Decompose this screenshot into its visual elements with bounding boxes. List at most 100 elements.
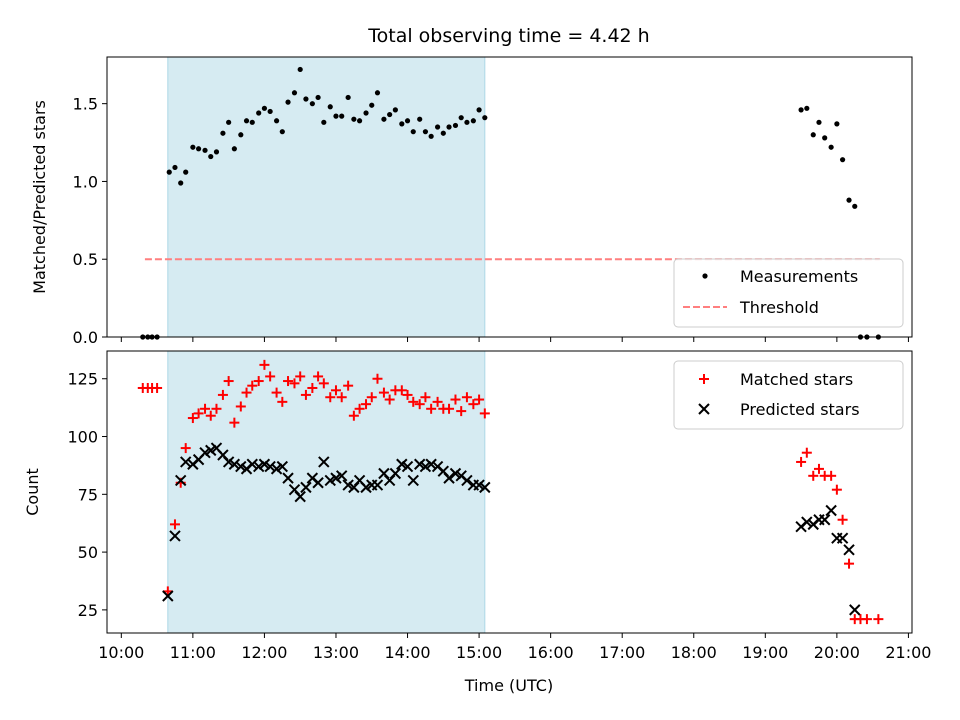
matched-star-point (873, 614, 884, 625)
x-tick-label: 12:00 (241, 643, 287, 662)
matched-star-point (211, 403, 222, 414)
matched-star-point (193, 408, 204, 419)
matched-star-point (253, 376, 264, 387)
measurement-point (476, 107, 482, 113)
measurement-point (434, 124, 441, 130)
matched-star-point (259, 359, 270, 370)
top-plot-frame (106, 56, 913, 338)
measurement-point (464, 119, 470, 125)
y-tick-label: 1.0 (73, 172, 98, 191)
matched-star-point (474, 394, 485, 405)
measurement-point (458, 115, 464, 121)
legend-matched-marker (699, 374, 709, 384)
matched-star-point (402, 389, 413, 400)
y-tick-label: 25 (78, 601, 98, 620)
bottom-y-axis-label: Count (23, 468, 42, 516)
matched-star-point (479, 408, 490, 419)
matched-star-point (861, 614, 872, 625)
measurement-point (399, 121, 405, 127)
measurement-point (381, 116, 387, 122)
predicted-star-point (849, 604, 861, 616)
matched-star-point (837, 514, 848, 525)
matched-star-point (235, 401, 246, 412)
predicted-star-point (180, 456, 192, 468)
measurement-point (172, 164, 178, 171)
measurement-point (852, 203, 858, 209)
measurement-point (327, 104, 333, 110)
measurement-point (321, 119, 327, 125)
measurement-point (261, 105, 268, 111)
predicted-star-point (282, 472, 294, 484)
bottom-series-layer (137, 359, 884, 625)
measurement-point (387, 111, 393, 118)
predicted-star-point (479, 481, 491, 494)
measurement-point (243, 118, 250, 124)
measurement-point (256, 110, 262, 116)
measurement-point (404, 118, 411, 124)
x-tick-label: 19:00 (742, 643, 788, 662)
matched-star-point (384, 394, 395, 405)
measurement-point (190, 144, 196, 150)
measurement-point (452, 122, 459, 129)
predicted-star-point (169, 530, 181, 542)
measurement-point (195, 146, 202, 152)
predicted-star-point (836, 532, 849, 544)
legend-measurements-marker (702, 273, 708, 279)
measurement-point (183, 169, 189, 175)
measurement-point (238, 132, 244, 138)
matched-star-point (372, 373, 383, 384)
top-x-ticks (120, 337, 909, 342)
measurement-point (315, 94, 321, 101)
matched-star-point (318, 378, 329, 389)
bottom-y-axis: 25 50 75 100 125 (67, 370, 107, 620)
predicted-star-point (264, 460, 276, 473)
matched-star-point (796, 456, 807, 467)
x-tick-label: 11:00 (170, 643, 216, 662)
matched-star-point (169, 519, 180, 530)
top-y-axis-label: Matched/Predicted stars (30, 100, 49, 294)
matched-star-point (265, 371, 276, 382)
matched-star-point (378, 387, 389, 398)
y-tick-label: 50 (78, 543, 98, 562)
matched-star-point (808, 470, 819, 481)
predicted-star-point (162, 590, 174, 602)
top-legend: Measurements Threshold (673, 258, 904, 328)
predicted-star-point (389, 467, 402, 480)
x-tick-label: 17:00 (599, 643, 645, 662)
measurement-point (482, 115, 488, 121)
matched-star-point (343, 380, 354, 391)
matched-star-point (277, 396, 288, 407)
matched-star-point (289, 378, 300, 389)
top-y-axis: 0.0 0.5 1.0 1.5 (73, 95, 107, 347)
measurement-point (231, 146, 237, 152)
matched-star-point (217, 389, 228, 400)
bottom-x-axis: 10:00 11:00 12:00 13:00 14:00 15:00 16:00 17:00… (98, 633, 931, 662)
bottom-shaded-span (167, 350, 486, 634)
measurement-point (446, 124, 452, 130)
matched-star-point (801, 447, 812, 458)
matched-star-point (313, 371, 324, 382)
matched-star-point (831, 484, 842, 495)
measurement-point (303, 96, 309, 102)
matched-star-point (826, 470, 837, 481)
predicted-star-point (407, 474, 419, 487)
y-tick-label: 0.0 (73, 328, 98, 347)
x-tick-label: 10:00 (98, 643, 144, 662)
matched-star-point (247, 380, 258, 391)
measurement-point (422, 129, 429, 135)
matched-star-point (844, 558, 855, 569)
measurement-point (208, 153, 214, 160)
predicted-star-point (312, 477, 324, 489)
bottom-panel: 25 50 75 100 125 10:00 11:00 12:00 13:00 14:00 15… (23, 350, 931, 695)
measurement-point (417, 116, 423, 122)
matched-star-point (223, 376, 234, 387)
measurement-point (339, 113, 345, 119)
matched-star-point (300, 389, 311, 400)
measurement-point (285, 99, 291, 105)
top-legend-box (673, 258, 904, 328)
measurement-point (333, 113, 339, 119)
predicted-star-point (843, 544, 855, 556)
shaded-span-rect (167, 56, 486, 338)
predicted-star-point (246, 458, 258, 470)
measurement-point (834, 121, 840, 127)
